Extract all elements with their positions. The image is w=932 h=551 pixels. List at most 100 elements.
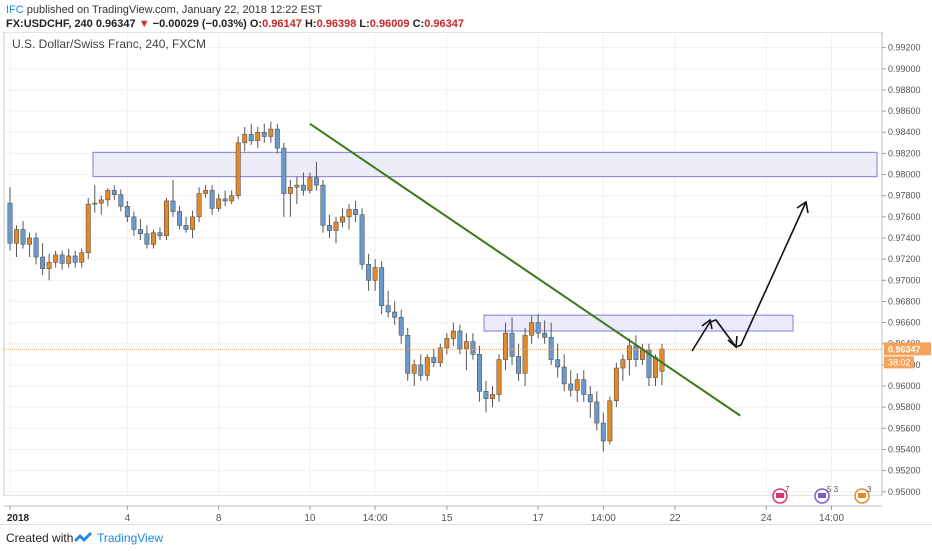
tradingview-logo-icon[interactable]	[72, 530, 94, 544]
candle-up	[444, 338, 450, 349]
price-tick-label: 0.96000	[888, 381, 921, 391]
price-tick-label: 0.95400	[888, 444, 921, 454]
events: 7 5 3 3	[772, 485, 872, 504]
candle-up	[196, 193, 202, 218]
candle-down	[646, 349, 652, 378]
candle-down	[222, 198, 228, 202]
candle-up	[255, 131, 261, 141]
economic-event-count: 5 3	[827, 485, 839, 494]
candle-down	[261, 131, 267, 137]
price-tick-label: 0.99200	[888, 43, 921, 53]
candle-up	[424, 357, 430, 376]
candle-up	[529, 322, 535, 336]
candle-down	[405, 335, 411, 374]
price-tick-label: 0.97800	[888, 191, 921, 201]
candle-up	[46, 262, 52, 269]
time-tick-label: 4	[125, 513, 131, 524]
candle-up	[216, 198, 222, 209]
candle-up	[307, 177, 313, 191]
price-chart[interactable]: U.S. Dollar/Swiss Franc, 240, FXCM 0.950…	[0, 31, 932, 528]
plot-frame	[3, 31, 883, 497]
flag-icon	[818, 493, 826, 498]
symbol-label: FX:USDCHF, 240	[6, 18, 93, 30]
candle-up	[659, 348, 665, 372]
chart-title: U.S. Dollar/Swiss Franc, 240, FXCM	[12, 37, 206, 51]
candle-up	[613, 367, 619, 402]
candle-up	[490, 394, 495, 399]
candle-down	[594, 401, 600, 424]
candle-up	[372, 267, 378, 281]
price-tick-label: 0.95200	[888, 466, 921, 476]
author-link[interactable]: IFC	[6, 4, 24, 16]
candle-up	[503, 332, 508, 360]
candle-down	[516, 356, 522, 374]
last-price-badge-label: 0.96347	[888, 344, 921, 354]
candle-down	[20, 229, 26, 245]
high-value: 0.96398	[316, 18, 357, 30]
candle-down	[431, 357, 437, 364]
projection-arrowhead-3	[796, 200, 809, 214]
candle-down	[274, 128, 280, 149]
last-price-badge	[884, 342, 931, 356]
economic-event-count: 7	[785, 485, 790, 494]
candle-up	[463, 341, 469, 350]
candle-down	[7, 202, 13, 244]
candle-up	[294, 184, 300, 188]
candle-down	[555, 359, 561, 368]
low-label: L:	[359, 18, 370, 30]
projection-path	[691, 201, 807, 352]
candle-down	[33, 237, 39, 258]
candle-up	[522, 335, 528, 374]
candle-down	[281, 147, 287, 194]
candle-up	[333, 221, 339, 231]
time-tick-label: 10	[304, 513, 316, 524]
price-tick-label: 0.95800	[888, 402, 921, 412]
candle-up	[235, 142, 241, 196]
candle-up	[229, 195, 235, 202]
candle-down	[118, 194, 124, 207]
countdown-badge	[884, 356, 914, 369]
time-tick-label: 15	[441, 513, 453, 524]
candle-up	[53, 254, 59, 263]
time-tick-label: 2018	[7, 513, 30, 524]
time-tick-label: 24	[761, 513, 773, 524]
candle-up	[653, 357, 658, 378]
candle-up	[27, 237, 33, 245]
candle-up	[346, 209, 352, 218]
candle-down	[320, 184, 326, 226]
candle-down	[600, 422, 606, 442]
created-with-label: Created with	[6, 531, 74, 545]
candle-down	[561, 366, 567, 385]
price-change: −0.00029 (−0.03%)	[152, 18, 247, 30]
price-tick-label: 0.97200	[888, 254, 921, 264]
candle-up	[437, 347, 443, 364]
candles	[7, 121, 665, 452]
open-value: 0.96147	[262, 18, 302, 30]
price-axis-bg	[882, 32, 932, 496]
high-label: H:	[304, 18, 317, 30]
candle-down	[359, 214, 365, 265]
candle-down	[581, 379, 587, 395]
candle-up	[190, 216, 196, 230]
price-tick-label: 0.96800	[888, 296, 921, 306]
flag-icon	[858, 493, 866, 498]
open-label: O:	[249, 18, 263, 30]
price-axis[interactable]: 0.95000 0.95200 0.95400 0.95600 0.95800 0.960…	[881, 32, 932, 497]
price-tick-label: 0.98800	[888, 85, 921, 95]
candle-down	[327, 225, 332, 231]
candle-down	[209, 190, 215, 209]
candle-down	[633, 345, 639, 360]
candle-down	[40, 256, 46, 269]
candle-up	[496, 359, 502, 395]
low-value: 0.96009	[369, 18, 410, 30]
zones	[92, 151, 878, 332]
candle-down	[398, 317, 404, 336]
candle-down	[392, 311, 398, 318]
candle-down	[385, 305, 391, 313]
time-tick-label: 17	[533, 513, 545, 524]
tradingview-brand[interactable]: TradingView	[97, 531, 164, 545]
candle-down	[131, 216, 137, 230]
time-axis[interactable]: 2018 4 8 10 14:00 15 17 14:00 22 24 14:00	[4, 496, 882, 526]
chart-area[interactable]: U.S. Dollar/Swiss Franc, 240, FXCM 0.950…	[0, 31, 932, 528]
candle-down	[470, 341, 476, 355]
